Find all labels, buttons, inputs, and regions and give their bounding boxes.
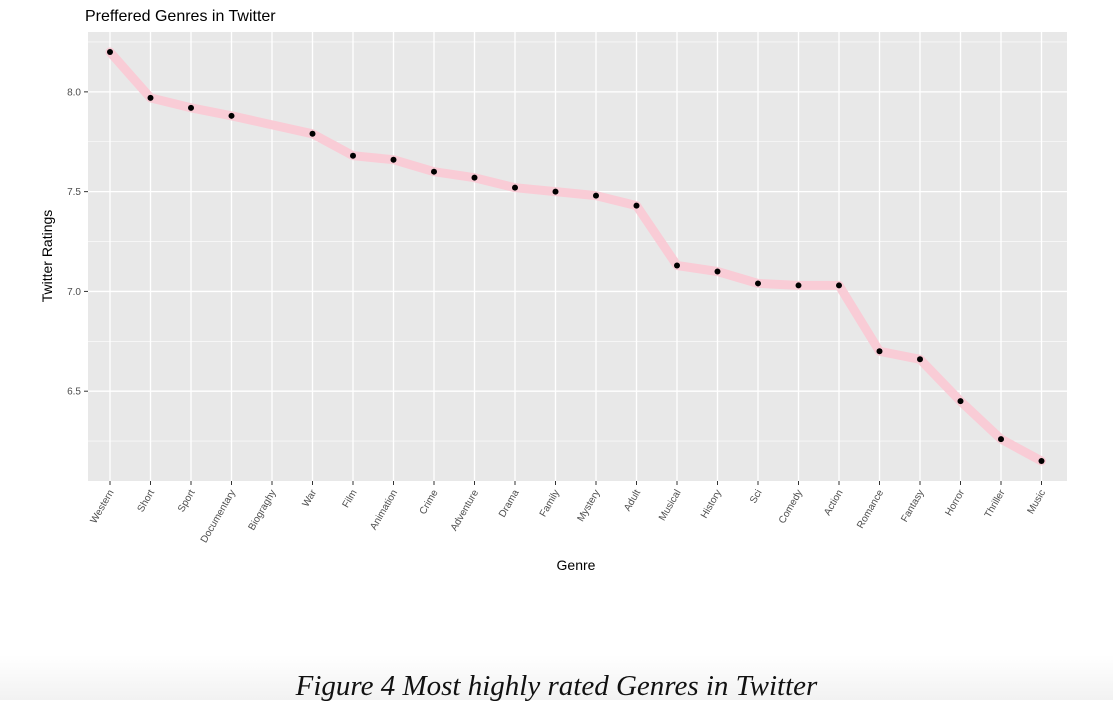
x-tick-label-action: Action <box>822 488 845 518</box>
x-axis-ticks: Western Short Sport Documentary Biograghy War… <box>89 481 1049 545</box>
minor-gridlines <box>88 41 1067 442</box>
x-tick-label-short: Short <box>136 488 158 514</box>
data-point-history <box>714 268 721 275</box>
x-tick-label-crime: Crime <box>418 488 441 517</box>
data-point-crime <box>431 168 437 175</box>
x-axis-label: Genre <box>557 557 596 573</box>
data-point-war <box>309 130 316 137</box>
data-point-romance <box>876 348 883 355</box>
x-tick-label-history: History <box>699 488 724 520</box>
x-tick-label-romance: Romance <box>855 488 886 531</box>
page-bottom-shade <box>0 655 1113 700</box>
data-point-drama <box>512 184 518 191</box>
x-tick-label-mystery: Mystery <box>576 488 603 524</box>
data-point-horror <box>957 398 964 405</box>
x-tick-label-adventure: Adventure <box>449 488 482 533</box>
data-point-film <box>350 152 356 159</box>
x-tick-label-drama: Drama <box>497 488 522 520</box>
x-tick-label-war: War <box>301 487 320 509</box>
data-point-mystery <box>593 192 599 199</box>
data-point-action <box>836 282 842 289</box>
x-tick-label-documentary: Documentary <box>199 488 238 545</box>
plot-panel <box>88 32 1067 481</box>
x-tick-label-biograghy: Biograghy <box>247 488 279 532</box>
y-axis-label: Twitter Ratings <box>39 210 55 303</box>
x-tick-label-music: Music <box>1026 488 1049 516</box>
x-tick-label-animation: Animation <box>368 488 400 532</box>
y-tick-label: 7.5 <box>67 187 81 198</box>
x-tick-label-sport: Sport <box>176 488 198 514</box>
x-tick-label-western: Western <box>89 488 117 526</box>
data-point-sport <box>188 104 194 111</box>
data-point-music <box>1038 458 1045 465</box>
data-point-short <box>147 94 154 101</box>
y-tick-label: 6.5 <box>67 387 81 398</box>
x-tick-label-comedy: Comedy <box>777 488 805 526</box>
data-point-musical <box>674 262 680 269</box>
data-point-fantasy <box>917 356 923 363</box>
y-axis-ticks: 6.5 7.0 7.5 8.0 <box>67 87 88 398</box>
data-point-family <box>552 188 559 195</box>
x-tick-label-musical: Musical <box>657 488 683 523</box>
data-point-documentary <box>228 112 235 119</box>
data-point-thriller <box>998 436 1004 443</box>
major-gridlines <box>88 32 1067 481</box>
data-point-comedy <box>795 282 802 289</box>
y-tick-label: 7.0 <box>67 287 81 298</box>
line-chart: 6.5 7.0 7.5 8.0 Western Short Sport Documentar… <box>39 32 1067 573</box>
x-tick-label-film: Film <box>341 488 360 510</box>
x-tick-label-fantasy: Fantasy <box>899 488 926 524</box>
figure-caption: Figure 4 Most highly rated Genres in Twi… <box>295 670 818 702</box>
chart-title: Preffered Genres in Twitter <box>85 8 276 25</box>
x-tick-label-sci: Sci <box>748 488 764 506</box>
x-tick-label-adult: Adult <box>622 488 643 513</box>
x-tick-label-thriller: Thriller <box>983 487 1008 520</box>
x-tick-label-family: Family <box>538 488 562 519</box>
x-tick-label-horror: Horror <box>943 487 967 518</box>
data-point-animation <box>390 156 397 163</box>
data-point-sci <box>755 280 761 287</box>
data-point-adult <box>633 202 640 209</box>
data-point-adventure <box>471 174 478 181</box>
y-tick-label: 8.0 <box>67 87 81 98</box>
data-point-western <box>107 48 113 55</box>
data-points <box>107 48 1045 465</box>
